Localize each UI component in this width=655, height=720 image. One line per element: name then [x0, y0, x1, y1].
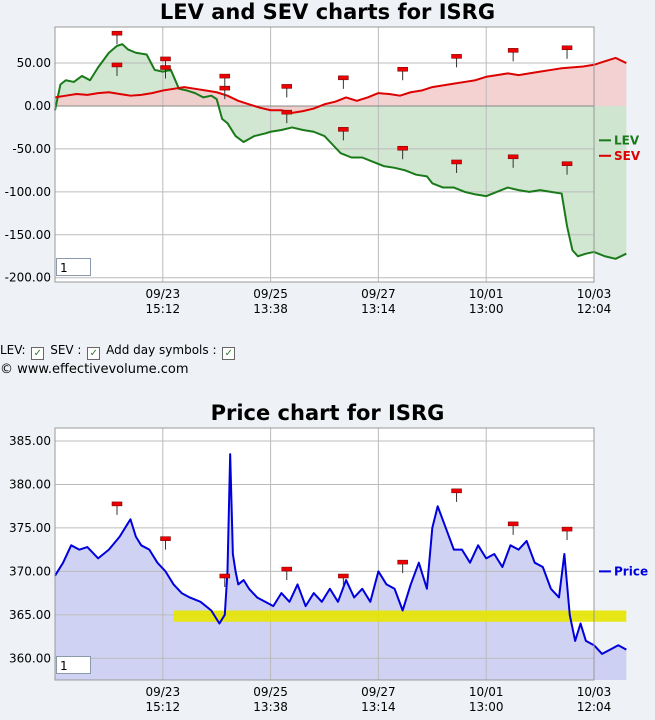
day-symbol-flag: [451, 488, 462, 494]
x-tick-label: 12:04: [577, 700, 612, 714]
sev-checkbox[interactable]: ✓: [87, 347, 101, 360]
day-symbol-flag: [281, 566, 293, 572]
y-tick-label: -50.00: [12, 142, 51, 156]
day-symbol-flag: [281, 84, 293, 89]
sev-toggle-label: SEV :: [50, 343, 82, 357]
day-symbol-flag: [561, 45, 573, 51]
day-symbol-flag: [111, 501, 123, 507]
x-tick-label: 09/23: [146, 685, 181, 699]
copyright-text: © www.effectivevolume.com: [0, 362, 189, 377]
x-tick-label: 10/01: [469, 287, 504, 301]
series-fill-price: [55, 454, 627, 680]
chart-title: LEV and SEV charts for ISRG: [160, 0, 495, 24]
x-tick-label: 09/23: [146, 287, 181, 301]
x-tick-label: 13:14: [361, 700, 396, 714]
series-line-price: [54, 453, 627, 655]
x-tick-label: 13:00: [469, 302, 504, 316]
legend-label-sev: SEV: [614, 149, 641, 163]
day-symbol-flag: [160, 65, 171, 70]
y-tick-label: 370.00: [9, 564, 51, 578]
lev-checkbox[interactable]: ✓: [31, 347, 45, 360]
plot-border: [54, 427, 595, 681]
y-tick-label: -150.00: [5, 228, 51, 242]
day-symbol-flag: [338, 573, 349, 579]
x-tick-label: 09/25: [253, 685, 288, 699]
x-tick-label: 15:12: [146, 302, 181, 316]
series-line-sev: [54, 56, 627, 114]
day-symbol-flag: [111, 30, 123, 36]
day-symbol-flag: [281, 109, 293, 115]
day-symbol-flag: [397, 145, 408, 151]
x-tick-label: 13:38: [253, 700, 288, 714]
legend-label-lev: LEV: [614, 133, 640, 147]
x-tick-label: 09/27: [361, 685, 396, 699]
day-symbol-flag: [561, 161, 573, 166]
plot-border: [54, 26, 595, 283]
x-tick-label: 13:00: [469, 700, 504, 714]
x-tick-label: 10/01: [469, 685, 504, 699]
price-zoom-input[interactable]: 1: [56, 656, 91, 674]
x-tick-label: 12:04: [577, 302, 612, 316]
day-symbols-label: Add day symbols :: [106, 343, 217, 357]
day-symbol-flag: [397, 66, 408, 72]
y-tick-label: 380.00: [9, 477, 51, 491]
chart-title: Price chart for ISRG: [211, 401, 445, 425]
day-symbol-flag: [397, 559, 408, 565]
day-symbol-flag: [338, 75, 349, 81]
lev-sev-chart: LEV and SEV charts for ISRG 50.00 0.00 -50.…: [5, 0, 641, 316]
y-tick-label: 50.00: [17, 56, 51, 70]
y-tick-label: 375.00: [9, 521, 51, 535]
x-tick-label: 09/27: [361, 287, 396, 301]
day-symbol-flag: [338, 127, 349, 132]
day-symbol-flag: [561, 526, 573, 532]
y-tick-label: 0.00: [24, 99, 51, 113]
day-symbol-flag: [451, 54, 462, 59]
day-symbol-flag: [219, 573, 231, 579]
y-tick-label: 385.00: [9, 434, 51, 448]
legend-label-price: Price: [614, 564, 648, 578]
series-line-lev: [54, 43, 627, 260]
y-tick-label: -200.00: [5, 271, 51, 285]
x-tick-label: 13:38: [253, 302, 288, 316]
day-symbol-flag: [507, 48, 519, 53]
x-tick-label: 10/03: [577, 287, 612, 301]
day-symbol-flag: [507, 521, 519, 527]
price-highlight-band: [173, 610, 627, 622]
x-tick-label: 13:14: [361, 302, 396, 316]
x-tick-label: 09/25: [253, 287, 288, 301]
lev-zoom-input[interactable]: 1: [56, 258, 91, 276]
day-symbol-flag: [160, 536, 171, 541]
chart-controls: LEV: ✓ SEV : ✓ Add day symbols : ✓: [0, 343, 237, 360]
day-symbols-checkbox[interactable]: ✓: [222, 347, 236, 360]
day-symbol-flag: [111, 62, 123, 68]
lev-toggle-label: LEV:: [0, 343, 26, 357]
y-tick-label: 365.00: [9, 608, 51, 622]
day-symbol-flag: [451, 159, 462, 165]
y-tick-label: -100.00: [5, 185, 51, 199]
day-symbol-flag: [507, 154, 519, 160]
x-tick-label: 15:12: [146, 700, 181, 714]
series-fill-sev: [55, 57, 627, 113]
x-tick-label: 10/03: [577, 685, 612, 699]
day-symbol-flag: [160, 56, 171, 62]
day-symbol-flag: [219, 73, 231, 79]
y-tick-label: 360.00: [9, 651, 51, 665]
